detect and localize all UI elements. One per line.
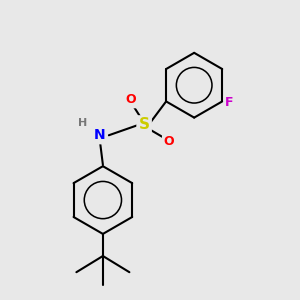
Text: F: F <box>225 96 234 110</box>
Text: O: O <box>164 135 175 148</box>
Text: S: S <box>139 118 150 133</box>
Text: H: H <box>78 118 87 128</box>
Text: O: O <box>125 93 136 106</box>
Text: N: N <box>94 128 106 142</box>
